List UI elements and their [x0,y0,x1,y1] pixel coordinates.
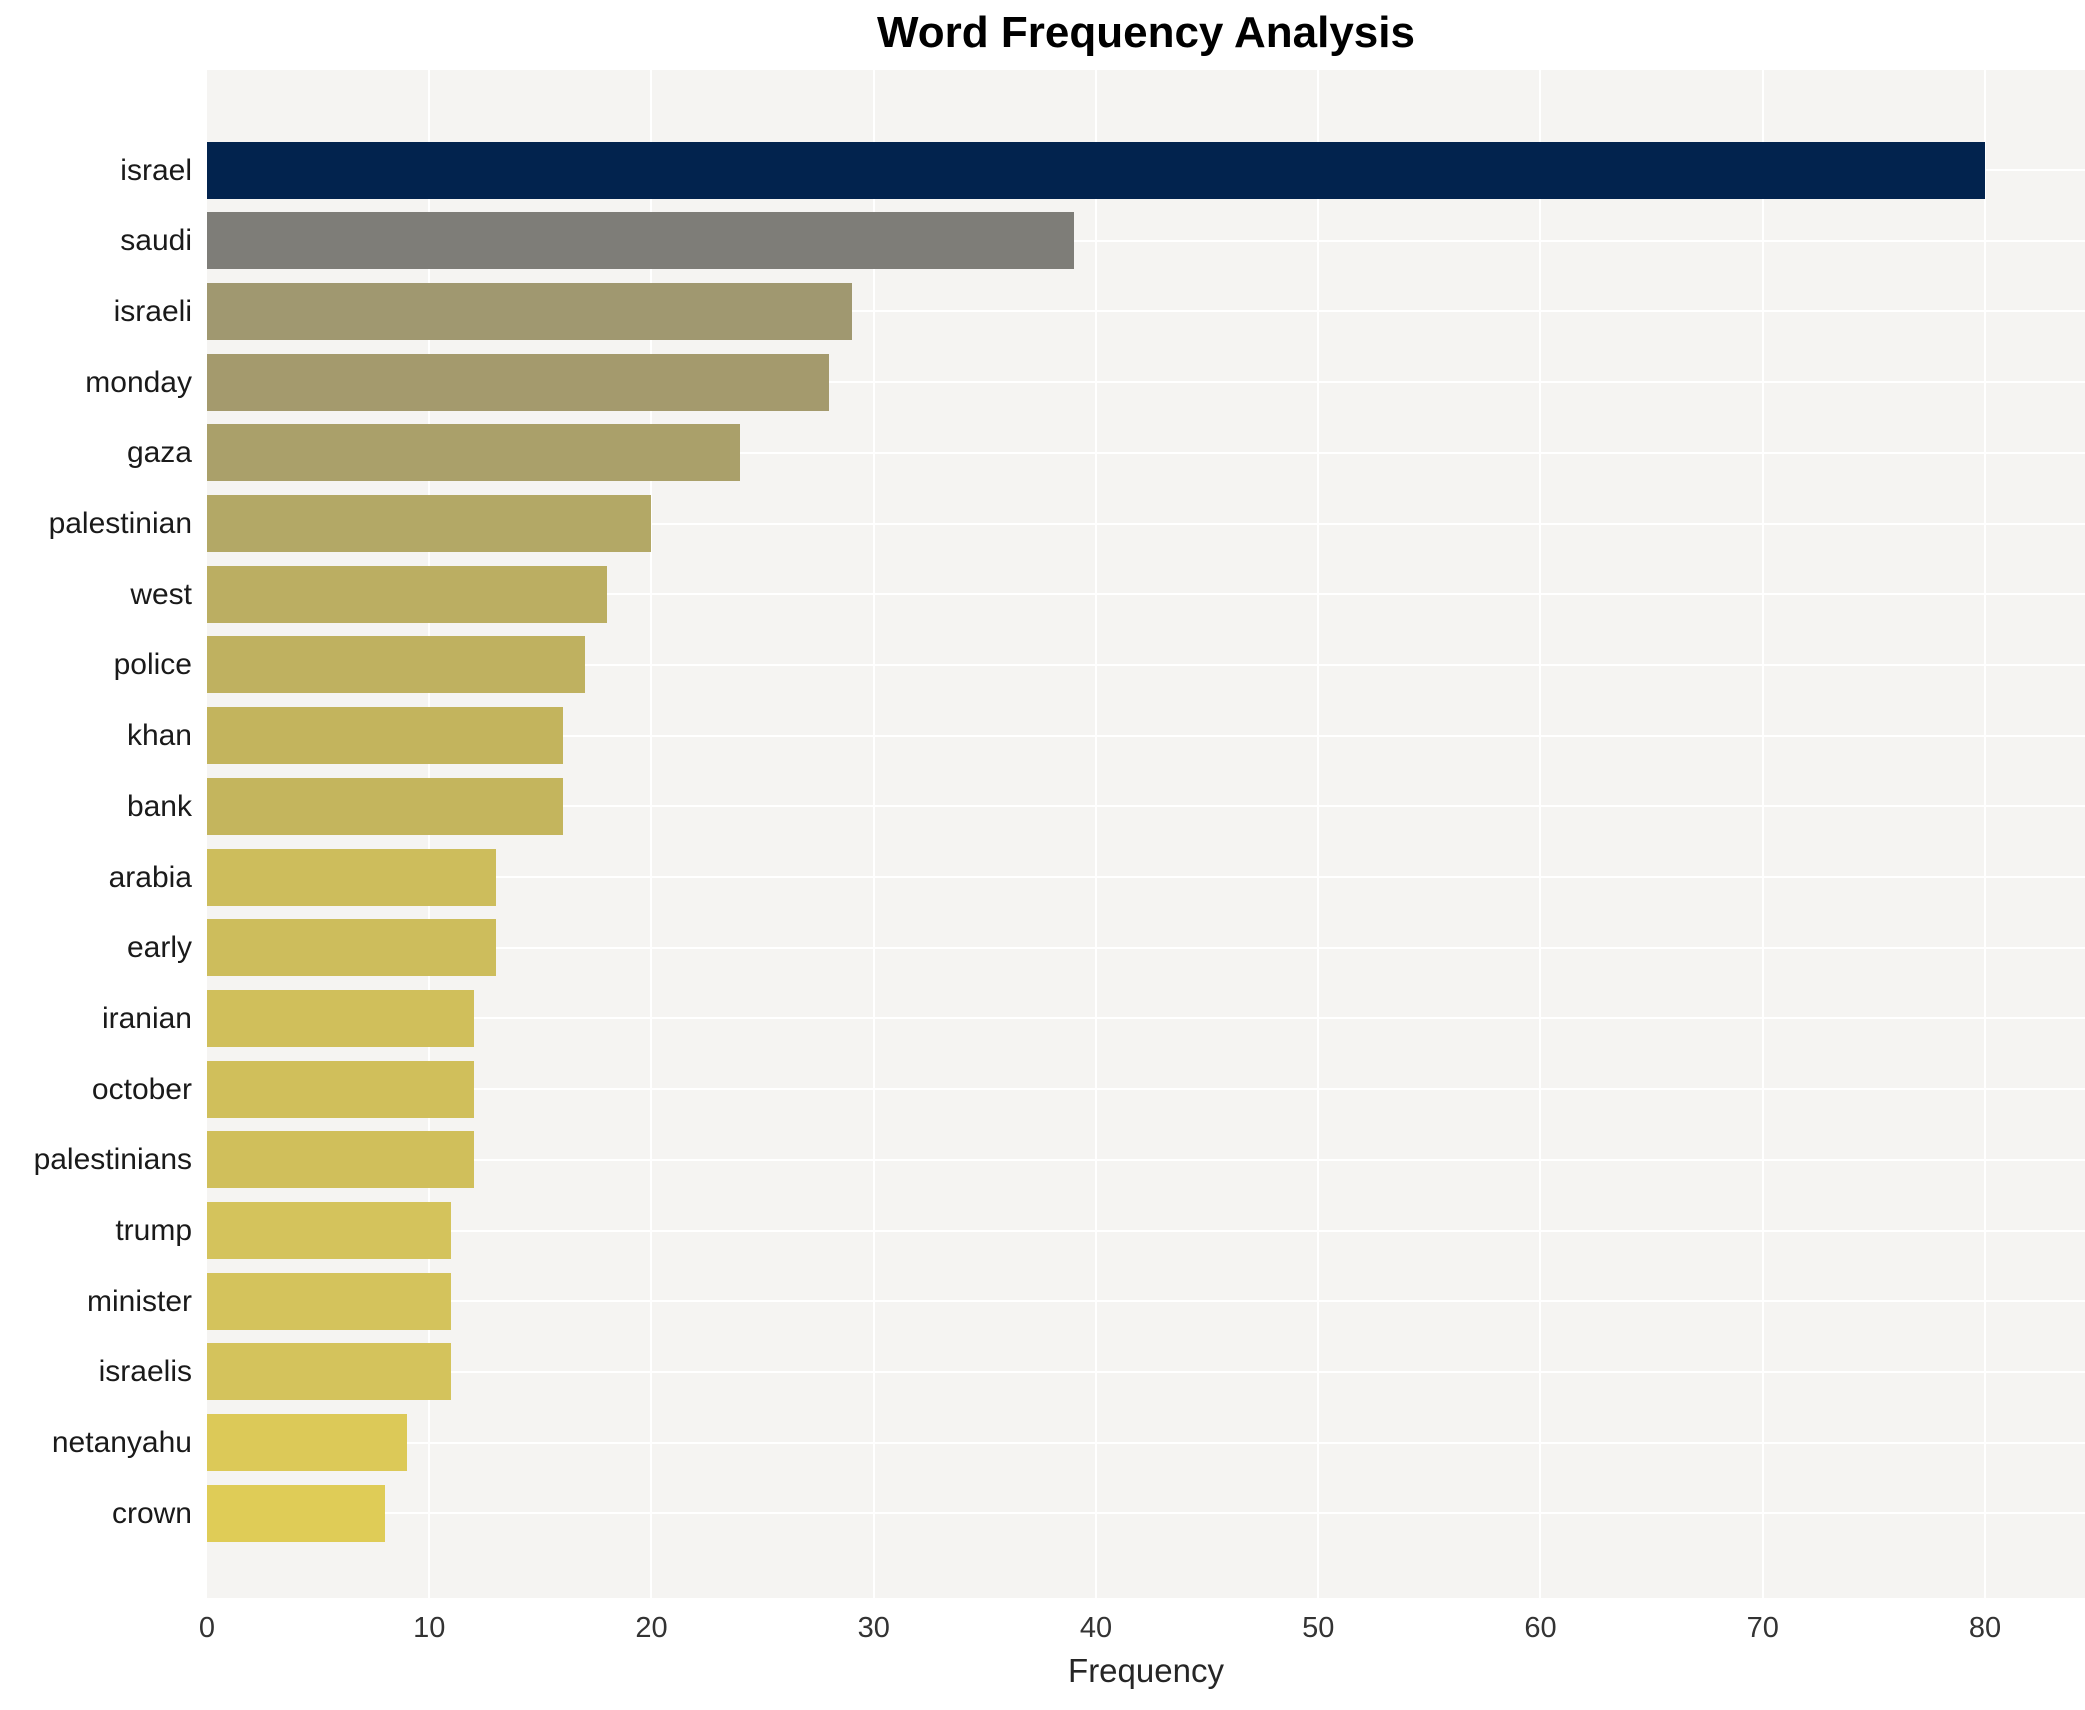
y-tick-label-october: october [91,1072,192,1106]
gridline-y-trump [207,1229,2085,1232]
bar-early [207,919,496,977]
gridline-x-50 [1317,70,1320,1598]
gridline-y-minister [207,1300,2085,1303]
gridline-y-netanyahu [207,1441,2085,1444]
y-tick-label-police: police [113,648,192,682]
chart-title: Word Frequency Analysis [877,8,1415,57]
y-tick-label-trump: trump [115,1214,192,1247]
y-tick-label-netanyahu: netanyahu [51,1426,192,1460]
gridline-y-police [207,663,2085,666]
bar-israeli [207,282,852,340]
x-tick-label-50: 50 [1302,1612,1335,1644]
bar-arabia [207,848,496,906]
y-tick-label-israel: israel [120,153,192,187]
y-tick-label-khan: khan [126,719,192,753]
gridline-y-israeli [207,310,2085,313]
bar-police [207,636,585,694]
y-tick-label-crown: crown [111,1496,192,1530]
bar-israelis [207,1343,452,1401]
gridline-y-iranian [207,1017,2085,1020]
y-tick-label-west: west [130,577,192,611]
y-tick-label-minister: minister [86,1284,192,1318]
gridline-y-crown [207,1512,2085,1515]
x-tick-label-80: 80 [1968,1612,2002,1644]
y-tick-label-bank: bank [126,789,192,823]
x-tick-label-30: 30 [857,1612,890,1644]
bar-palestinian [207,495,652,552]
x-tick-label-10: 10 [413,1612,446,1644]
gridline-y-october [207,1088,2085,1091]
bar-gaza [207,424,741,482]
gridline-y-saudi [207,239,2085,242]
plot-area [207,70,2085,1598]
y-tick-label-iranian: iranian [101,1001,192,1035]
gridline-x-30 [872,70,875,1598]
gridline-y-palestinian [207,522,2085,525]
bar-israel [207,141,1985,199]
x-axis-label: Frequency [1068,1652,1224,1689]
y-tick-label-israelis: israelis [98,1355,192,1389]
y-tick-label-palestinians: palestinians [33,1143,192,1177]
bar-bank [207,777,563,835]
gridline-y-israelis [207,1370,2085,1373]
gridline-x-60 [1539,70,1542,1598]
y-tick-label-early: early [126,931,192,965]
y-tick-label-arabia: arabia [108,860,192,894]
gridline-y-monday [207,381,2085,384]
bar-west [207,565,608,623]
y-tick-label-palestinian: palestinian [48,507,192,540]
gridline-y-gaza [207,451,2085,454]
gridline-x-70 [1761,70,1764,1598]
bar-trump [207,1202,452,1259]
y-tick-label-israeli: israeli [113,294,192,328]
y-tick-label-gaza: gaza [126,436,192,470]
bar-netanyahu [207,1414,408,1472]
bar-palestinians [207,1131,474,1189]
gridline-y-west [207,593,2085,596]
gridline-x-40 [1094,70,1097,1598]
x-tick-label-40: 40 [1079,1612,1113,1644]
bar-monday [207,353,830,411]
gridline-x-80 [1983,70,1986,1598]
gridline-y-bank [207,805,2085,808]
bar-saudi [207,212,1074,270]
x-tick-label-20: 20 [635,1612,668,1644]
x-tick-label-60: 60 [1524,1612,1557,1644]
gridline-x-20 [650,70,653,1598]
x-tick-label-0: 0 [198,1612,216,1644]
gridline-y-arabia [207,876,2085,878]
bar-iranian [207,989,474,1047]
bar-october [207,1060,474,1118]
y-tick-label-monday: monday [85,365,192,399]
bar-minister [207,1272,452,1330]
gridline-y-palestinians [207,1158,2085,1161]
y-tick-label-saudi: saudi [120,224,192,258]
gridline-y-khan [207,734,2085,737]
gridline-y-early [207,946,2085,949]
bar-khan [207,707,563,765]
x-tick-label-70: 70 [1746,1612,1779,1644]
bar-crown [207,1484,385,1542]
